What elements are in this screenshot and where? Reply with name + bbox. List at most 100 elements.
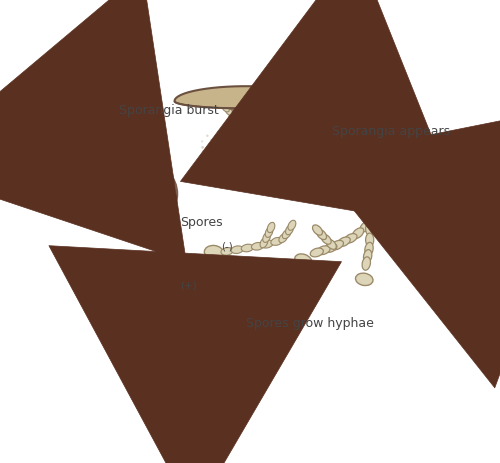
Ellipse shape [227, 163, 230, 166]
Ellipse shape [260, 238, 268, 248]
Ellipse shape [236, 118, 243, 125]
Ellipse shape [204, 246, 224, 259]
Ellipse shape [267, 289, 277, 299]
Ellipse shape [231, 283, 238, 294]
Ellipse shape [270, 268, 281, 277]
Ellipse shape [233, 143, 234, 144]
Ellipse shape [216, 157, 218, 160]
Ellipse shape [214, 176, 216, 177]
Ellipse shape [382, 236, 395, 245]
Ellipse shape [195, 282, 215, 296]
Ellipse shape [366, 196, 375, 210]
Ellipse shape [258, 111, 264, 118]
Ellipse shape [240, 164, 242, 166]
Ellipse shape [216, 131, 219, 134]
Ellipse shape [243, 142, 246, 144]
Polygon shape [226, 143, 264, 146]
Ellipse shape [310, 249, 324, 257]
Ellipse shape [204, 151, 205, 153]
Ellipse shape [236, 164, 238, 166]
Ellipse shape [400, 240, 409, 252]
Ellipse shape [240, 141, 242, 144]
Ellipse shape [230, 150, 232, 152]
Ellipse shape [373, 158, 382, 169]
Ellipse shape [227, 156, 229, 157]
Ellipse shape [214, 180, 216, 182]
Ellipse shape [223, 175, 225, 177]
Ellipse shape [352, 228, 364, 239]
Ellipse shape [408, 248, 420, 257]
Ellipse shape [240, 172, 243, 174]
Ellipse shape [266, 121, 272, 129]
Ellipse shape [209, 178, 211, 181]
Ellipse shape [202, 162, 204, 163]
Ellipse shape [317, 246, 330, 255]
Ellipse shape [294, 254, 312, 267]
Ellipse shape [362, 257, 370, 271]
Ellipse shape [236, 138, 238, 140]
Ellipse shape [204, 169, 206, 171]
Ellipse shape [228, 177, 230, 179]
Ellipse shape [247, 114, 255, 121]
Text: (-): (-) [155, 183, 164, 192]
Ellipse shape [238, 134, 240, 136]
Ellipse shape [280, 121, 287, 127]
Ellipse shape [221, 248, 233, 256]
Ellipse shape [243, 122, 248, 131]
Ellipse shape [365, 243, 373, 256]
Ellipse shape [262, 116, 268, 123]
Ellipse shape [279, 234, 287, 243]
Ellipse shape [204, 170, 206, 172]
Ellipse shape [229, 169, 230, 170]
Ellipse shape [373, 152, 382, 163]
Ellipse shape [210, 139, 212, 142]
Text: Spores: Spores [180, 216, 222, 229]
Ellipse shape [239, 149, 241, 151]
Ellipse shape [288, 221, 296, 231]
Ellipse shape [272, 294, 282, 304]
Ellipse shape [230, 113, 237, 120]
Ellipse shape [360, 222, 372, 232]
Ellipse shape [239, 172, 240, 173]
Ellipse shape [321, 235, 331, 245]
Ellipse shape [236, 155, 238, 157]
Ellipse shape [244, 171, 246, 174]
Ellipse shape [278, 121, 284, 127]
Ellipse shape [204, 168, 207, 170]
Ellipse shape [242, 174, 244, 176]
Ellipse shape [368, 162, 376, 175]
Ellipse shape [278, 264, 288, 273]
Ellipse shape [370, 164, 378, 175]
Ellipse shape [219, 179, 220, 180]
Text: Sporangia appears: Sporangia appears [332, 125, 450, 138]
Ellipse shape [356, 274, 373, 286]
Ellipse shape [230, 168, 232, 170]
Ellipse shape [366, 213, 374, 226]
Ellipse shape [222, 159, 223, 161]
Ellipse shape [263, 272, 274, 281]
Ellipse shape [218, 144, 219, 146]
Ellipse shape [202, 157, 204, 159]
Ellipse shape [234, 141, 235, 143]
Text: Spores grow hyphae: Spores grow hyphae [246, 317, 374, 330]
Ellipse shape [286, 225, 294, 235]
Ellipse shape [400, 245, 413, 255]
Ellipse shape [246, 279, 258, 287]
Ellipse shape [230, 291, 236, 301]
Ellipse shape [368, 153, 376, 167]
Ellipse shape [214, 174, 216, 175]
Ellipse shape [223, 306, 231, 316]
Ellipse shape [368, 179, 376, 193]
Ellipse shape [115, 163, 177, 225]
Ellipse shape [220, 176, 222, 178]
Ellipse shape [367, 188, 376, 201]
Ellipse shape [264, 106, 275, 118]
Ellipse shape [265, 116, 272, 123]
Ellipse shape [261, 284, 272, 294]
Ellipse shape [234, 173, 236, 175]
Ellipse shape [235, 280, 247, 288]
Ellipse shape [366, 204, 374, 218]
Ellipse shape [243, 129, 248, 138]
Ellipse shape [284, 119, 290, 125]
Ellipse shape [239, 177, 240, 178]
